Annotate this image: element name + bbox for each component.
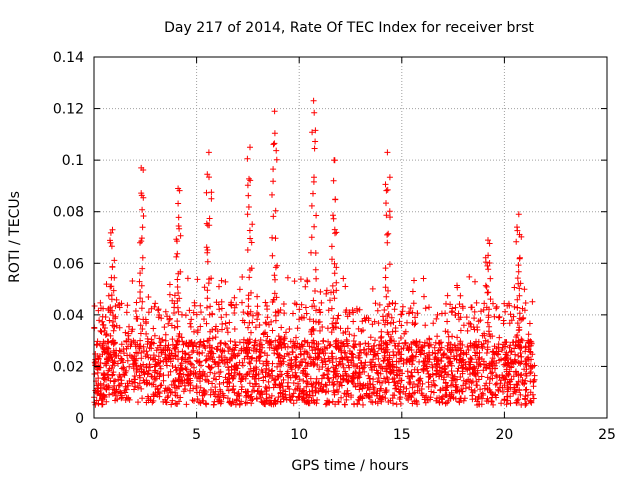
scatter-markers xyxy=(91,97,538,408)
x-tick-label: 15 xyxy=(393,427,411,443)
x-tick-label: 10 xyxy=(290,427,308,443)
x-tick-label: 25 xyxy=(598,427,616,443)
y-tick-label: 0.1 xyxy=(62,153,84,169)
y-tick-label: 0.08 xyxy=(53,205,84,221)
y-tick-label: 0.12 xyxy=(53,102,84,118)
x-axis-ticks: 0 5 10 15 20 25 xyxy=(90,57,616,443)
x-tick-label: 5 xyxy=(192,427,201,443)
y-axis-label: ROTI / TECUs xyxy=(7,191,23,283)
chart-title: Day 217 of 2014, Rate Of TEC Index for r… xyxy=(164,20,534,36)
y-tick-label: 0 xyxy=(75,411,84,427)
x-tick-label: 20 xyxy=(495,427,513,443)
y-axis-ticks: 0 0.02 0.04 0.06 0.08 0.1 0.12 0.14 xyxy=(53,50,607,427)
plot-frame xyxy=(93,56,608,419)
x-tick-label: 0 xyxy=(90,427,99,443)
y-tick-label: 0.06 xyxy=(53,256,84,272)
y-tick-label: 0.02 xyxy=(53,359,84,375)
data-points xyxy=(91,97,538,408)
y-tick-label: 0.04 xyxy=(53,308,84,324)
y-tick-label: 0.14 xyxy=(53,50,84,66)
x-axis-label: GPS time / hours xyxy=(291,458,408,474)
